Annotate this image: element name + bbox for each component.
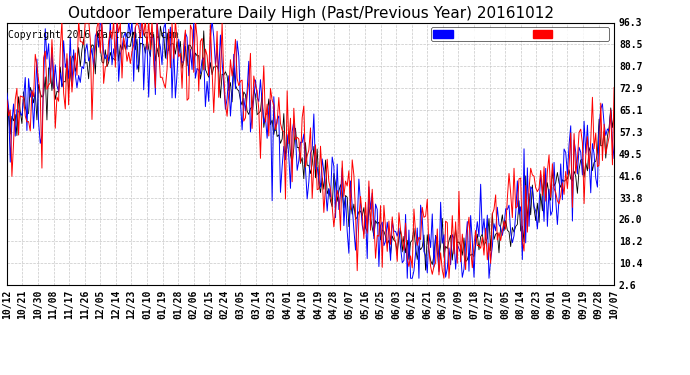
Title: Outdoor Temperature Daily High (Past/Previous Year) 20161012: Outdoor Temperature Daily High (Past/Pre… [68,6,553,21]
Legend: Previous (°F), Past (°F): Previous (°F), Past (°F) [431,27,609,41]
Text: Copyright 2016 Cartronics.com: Copyright 2016 Cartronics.com [8,30,178,40]
